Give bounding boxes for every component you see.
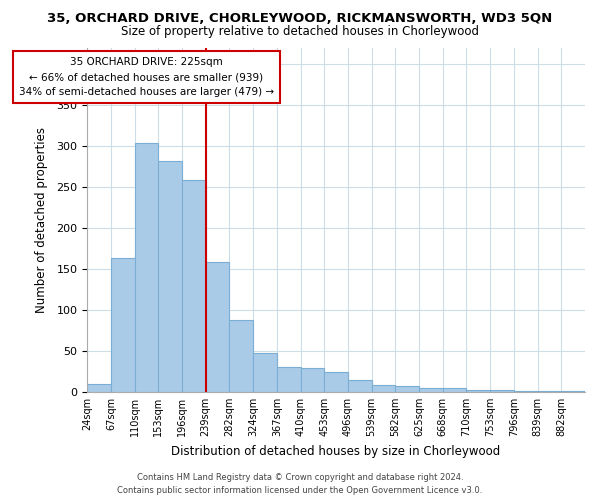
Bar bbox=[87, 384, 111, 392]
Bar bbox=[561, 391, 585, 392]
Bar bbox=[419, 388, 443, 392]
Bar bbox=[490, 390, 514, 392]
Bar bbox=[206, 262, 229, 392]
Bar bbox=[395, 386, 419, 392]
Bar bbox=[134, 144, 158, 392]
Bar bbox=[111, 258, 134, 392]
Bar bbox=[538, 391, 561, 392]
Bar bbox=[182, 180, 206, 392]
Y-axis label: Number of detached properties: Number of detached properties bbox=[35, 126, 48, 312]
Bar bbox=[514, 391, 538, 392]
Bar bbox=[466, 390, 490, 392]
Text: Contains HM Land Registry data © Crown copyright and database right 2024.
Contai: Contains HM Land Registry data © Crown c… bbox=[118, 473, 482, 495]
Bar bbox=[277, 366, 301, 392]
Bar bbox=[443, 388, 466, 392]
Bar bbox=[253, 352, 277, 392]
Bar bbox=[371, 386, 395, 392]
Bar bbox=[348, 380, 371, 392]
Bar bbox=[158, 162, 182, 392]
Bar bbox=[301, 368, 324, 392]
Text: 35 ORCHARD DRIVE: 225sqm
← 66% of detached houses are smaller (939)
34% of semi-: 35 ORCHARD DRIVE: 225sqm ← 66% of detach… bbox=[19, 58, 274, 97]
X-axis label: Distribution of detached houses by size in Chorleywood: Distribution of detached houses by size … bbox=[172, 444, 501, 458]
Bar bbox=[324, 372, 348, 392]
Text: 35, ORCHARD DRIVE, CHORLEYWOOD, RICKMANSWORTH, WD3 5QN: 35, ORCHARD DRIVE, CHORLEYWOOD, RICKMANS… bbox=[47, 12, 553, 26]
Text: Size of property relative to detached houses in Chorleywood: Size of property relative to detached ho… bbox=[121, 25, 479, 38]
Bar bbox=[229, 320, 253, 392]
